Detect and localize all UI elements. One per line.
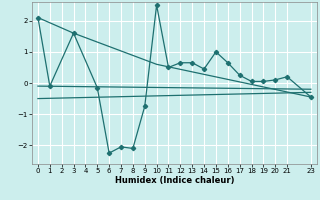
X-axis label: Humidex (Indice chaleur): Humidex (Indice chaleur) bbox=[115, 176, 234, 185]
